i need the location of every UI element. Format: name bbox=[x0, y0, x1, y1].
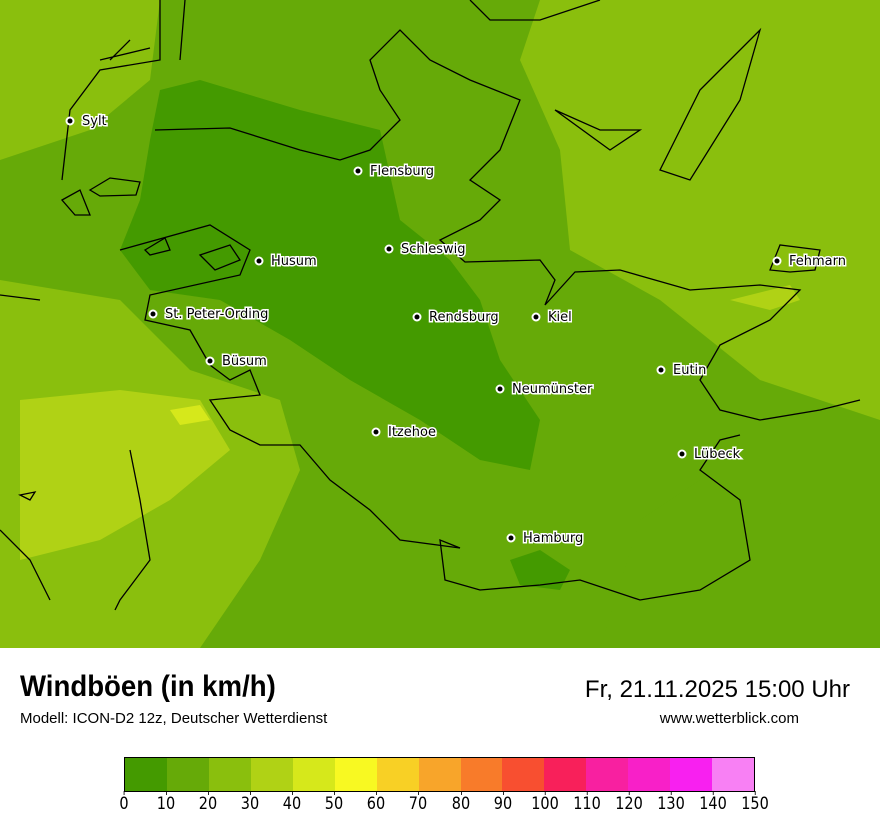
legend-tick-label: 90 bbox=[493, 791, 512, 814]
city-label: Fehmarn bbox=[789, 254, 846, 269]
city-label: Neumünster bbox=[512, 382, 593, 397]
legend-swatch bbox=[670, 758, 713, 791]
legend-tick-label: 40 bbox=[283, 791, 302, 814]
city-marker: Lübeck bbox=[677, 446, 742, 464]
city-marker: Büsum bbox=[205, 353, 268, 371]
legend-swatch bbox=[250, 758, 293, 791]
legend-tick-label: 120 bbox=[615, 791, 643, 814]
city-marker: Husum bbox=[254, 253, 318, 271]
legend-tick-label: 30 bbox=[240, 791, 260, 814]
city-marker: St. Peter-Ording bbox=[148, 306, 270, 324]
city-label: Lübeck bbox=[694, 447, 741, 462]
city-marker: Rendsburg bbox=[412, 309, 500, 327]
legend-tick-label: 20 bbox=[198, 791, 218, 814]
city-dot bbox=[353, 166, 363, 176]
color-scale-legend bbox=[124, 757, 755, 792]
city-dot bbox=[677, 449, 687, 459]
city-marker: Kiel bbox=[531, 309, 573, 327]
city-dot bbox=[412, 312, 422, 322]
legend-tick-label: 140 bbox=[699, 791, 727, 814]
website-link[interactable]: www.wetterblick.com bbox=[659, 710, 799, 727]
city-label: Schleswig bbox=[401, 242, 466, 257]
city-label: Büsum bbox=[222, 354, 267, 369]
legend-tick-label: 0 bbox=[119, 791, 129, 814]
city-dot bbox=[371, 427, 381, 437]
legend-swatch bbox=[292, 758, 335, 791]
coastlines bbox=[0, 0, 861, 611]
city-markers: Sylt Flensburg Schleswig Husum Fehmarn St. Pe… bbox=[65, 113, 848, 548]
city-marker: Fehmarn bbox=[772, 253, 848, 271]
city-dot bbox=[65, 116, 75, 126]
city-label: Eutin bbox=[673, 363, 706, 378]
city-marker: Eutin bbox=[656, 362, 708, 380]
legend-tick-label: 130 bbox=[657, 791, 685, 814]
legend-tick-label: 70 bbox=[409, 791, 428, 814]
city-dot bbox=[656, 365, 666, 375]
legend-swatch bbox=[502, 758, 545, 791]
legend-swatch bbox=[418, 758, 461, 791]
legend-tick-label: 10 bbox=[156, 791, 176, 814]
forecast-datetime: Fr, 21.11.2025 15:00 Uhr bbox=[584, 676, 850, 703]
legend-swatch bbox=[544, 758, 587, 791]
legend-swatch bbox=[628, 758, 671, 791]
wind-fields bbox=[0, 0, 880, 648]
city-marker: Flensburg bbox=[353, 163, 435, 181]
city-label: Hamburg bbox=[523, 531, 583, 546]
legend-swatch bbox=[586, 758, 629, 791]
city-label: Kiel bbox=[548, 310, 572, 325]
wind-gust-map: Sylt Flensburg Schleswig Husum Fehmarn St. Pe… bbox=[0, 0, 880, 648]
legend-swatch bbox=[125, 758, 167, 791]
city-dot bbox=[148, 309, 158, 319]
city-label: Sylt bbox=[82, 114, 107, 129]
legend-tick-label: 50 bbox=[325, 791, 344, 814]
city-dot bbox=[495, 384, 505, 394]
legend-tick-label: 110 bbox=[572, 791, 601, 814]
city-dot bbox=[772, 256, 782, 266]
city-marker: Sylt bbox=[65, 113, 108, 131]
legend-swatch bbox=[208, 758, 251, 791]
legend-swatch bbox=[376, 758, 419, 791]
city-dot bbox=[205, 356, 215, 366]
legend-swatch bbox=[712, 758, 755, 791]
city-dot bbox=[254, 256, 264, 266]
legend-tick-label: 100 bbox=[530, 791, 559, 814]
legend-ticks: 0 10 20 30 40 50 60 70 80 90 100 110 120 130 140 150 bbox=[119, 791, 769, 824]
model-source: Modell: ICON-D2 12z, Deutscher Wetterdie… bbox=[20, 710, 328, 727]
city-label: Itzehoe bbox=[388, 425, 436, 440]
city-marker: Hamburg bbox=[506, 530, 585, 548]
city-marker: Neumünster bbox=[495, 381, 594, 399]
map-title: Windböen (in km/h) bbox=[20, 670, 276, 703]
city-dot bbox=[531, 312, 541, 322]
city-label: Flensburg bbox=[370, 164, 434, 179]
legend-swatch bbox=[460, 758, 503, 791]
legend-swatch bbox=[166, 758, 209, 791]
city-marker: Schleswig bbox=[384, 241, 467, 259]
city-dot bbox=[384, 244, 394, 254]
city-label: Husum bbox=[271, 254, 317, 269]
city-dot bbox=[506, 533, 516, 543]
legend-swatch bbox=[334, 758, 377, 791]
city-label: St. Peter-Ording bbox=[165, 307, 268, 322]
legend-tick-label: 60 bbox=[367, 791, 386, 814]
legend-tick-label: 150 bbox=[741, 791, 769, 814]
city-label: Rendsburg bbox=[429, 310, 499, 325]
city-marker: Itzehoe bbox=[371, 424, 437, 442]
legend-tick-label: 80 bbox=[451, 791, 470, 814]
